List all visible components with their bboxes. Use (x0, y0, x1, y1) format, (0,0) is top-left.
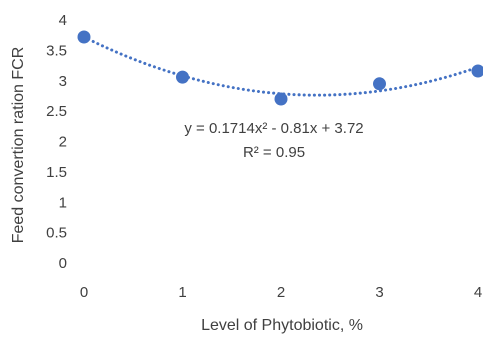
x-tick-label: 0 (80, 284, 88, 301)
y-tick-label: 3.5 (46, 42, 67, 59)
y-axis-title: Feed convertion ration FCR (10, 47, 27, 244)
x-tick-label: 1 (178, 284, 186, 301)
trendline (82, 35, 480, 97)
data-point (373, 77, 386, 91)
data-points (77, 30, 483, 106)
x-tick-label: 2 (277, 284, 285, 301)
x-axis-title: Level of Phytobiotic, % (201, 317, 363, 334)
data-point (77, 30, 91, 44)
y-tick-label: 2 (59, 134, 67, 151)
y-tick-label: 2.5 (46, 103, 67, 120)
data-point (176, 70, 189, 84)
y-tick-label: 3 (59, 73, 67, 90)
y-tick-label: 0 (59, 255, 67, 272)
data-point (471, 64, 483, 78)
trendline-equation: y = 0.1714x² - 0.81x + 3.72 (184, 120, 363, 137)
x-tick-label: 4 (474, 284, 482, 301)
x-tick-label: 3 (375, 284, 383, 301)
y-tick-label: 1.5 (46, 164, 67, 181)
y-axis-ticks: 0 0.5 1 1.5 2 2.5 3 3.5 4 (46, 12, 67, 272)
y-tick-label: 0.5 (46, 225, 67, 242)
y-tick-label: 4 (59, 12, 67, 29)
x-axis-ticks: 0 1 2 3 4 (80, 284, 482, 301)
data-point (274, 92, 288, 106)
r-squared-label: R² = 0.95 (243, 144, 305, 161)
y-tick-label: 1 (59, 194, 67, 211)
